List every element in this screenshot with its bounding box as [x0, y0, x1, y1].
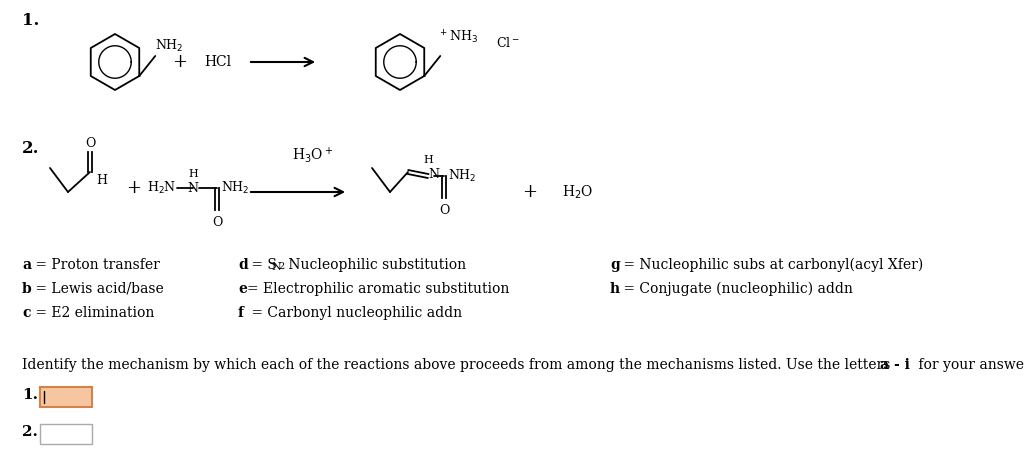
Text: 1.: 1.	[22, 12, 39, 29]
FancyBboxPatch shape	[40, 387, 92, 407]
Text: for your answers.: for your answers.	[914, 358, 1024, 372]
Text: H: H	[96, 174, 106, 187]
Text: h: h	[610, 282, 621, 296]
Text: HCl: HCl	[205, 55, 231, 69]
Text: H$_3$O$^+$: H$_3$O$^+$	[293, 145, 334, 165]
Text: e: e	[238, 282, 247, 296]
Text: NH$_2$: NH$_2$	[156, 38, 184, 54]
Text: c: c	[22, 306, 31, 320]
Text: Cl$^-$: Cl$^-$	[497, 36, 520, 50]
Text: a: a	[22, 258, 31, 272]
Text: 2.: 2.	[22, 425, 38, 439]
Text: Identify the mechanism by which each of the reactions above proceeds from among : Identify the mechanism by which each of …	[22, 358, 895, 372]
Text: g: g	[610, 258, 620, 272]
Text: = E2 elimination: = E2 elimination	[31, 306, 155, 320]
Text: = Proton transfer: = Proton transfer	[31, 258, 160, 272]
Text: NH$_2$: NH$_2$	[221, 180, 250, 196]
Text: f: f	[238, 306, 244, 320]
Text: N: N	[428, 168, 439, 181]
FancyBboxPatch shape	[40, 424, 92, 444]
Text: +: +	[172, 53, 187, 71]
Text: b: b	[22, 282, 32, 296]
Text: H$_2$N: H$_2$N	[147, 180, 176, 196]
Text: d: d	[238, 258, 248, 272]
Text: +: +	[127, 179, 141, 197]
Text: = Nucleophilic subs at carbonyl(acyl Xfer): = Nucleophilic subs at carbonyl(acyl Xfe…	[618, 258, 924, 272]
Text: N: N	[271, 262, 281, 272]
Text: O: O	[212, 216, 222, 229]
Text: H$_2$O: H$_2$O	[562, 183, 594, 200]
Text: +: +	[522, 183, 538, 201]
Text: NH$_2$: NH$_2$	[449, 168, 476, 184]
Text: Nucleophilic substitution: Nucleophilic substitution	[284, 258, 466, 272]
Text: a - i: a - i	[880, 358, 910, 372]
Text: = S: = S	[247, 258, 276, 272]
Text: H: H	[188, 169, 198, 179]
Text: H: H	[423, 155, 433, 165]
Text: 2: 2	[278, 262, 285, 271]
Text: = Conjugate (nucleophilic) addn: = Conjugate (nucleophilic) addn	[618, 282, 853, 296]
Text: 2.: 2.	[22, 140, 40, 157]
Text: = Carbonyl nucleophilic addn: = Carbonyl nucleophilic addn	[247, 306, 462, 320]
Text: O: O	[439, 204, 450, 217]
Text: = Lewis acid/base: = Lewis acid/base	[31, 282, 164, 296]
Text: 1.: 1.	[22, 388, 38, 402]
Text: $^+$NH$_3$: $^+$NH$_3$	[438, 29, 478, 46]
Text: N: N	[187, 181, 199, 194]
Text: = Electrophilic aromatic substitution: = Electrophilic aromatic substitution	[247, 282, 509, 296]
Text: O: O	[85, 137, 95, 150]
